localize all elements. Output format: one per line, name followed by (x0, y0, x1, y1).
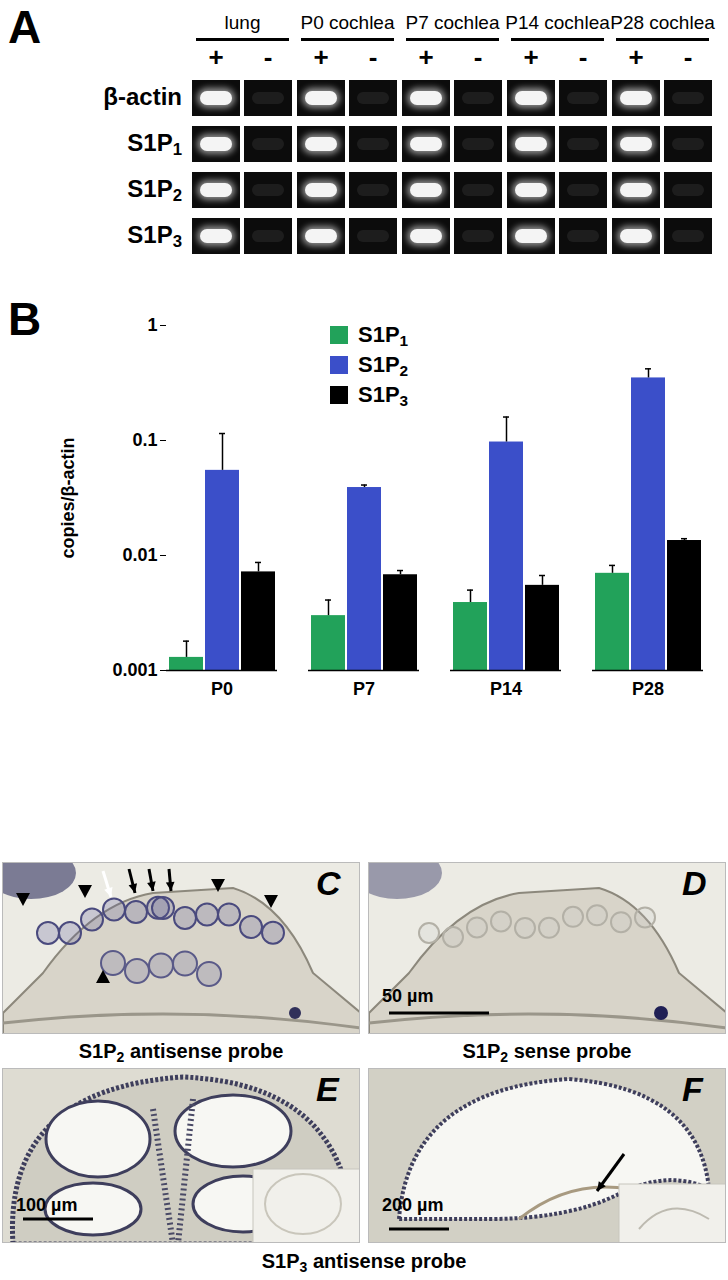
html-text:C: C (316, 864, 341, 902)
html-text:β-actin: β-actin (103, 83, 182, 110)
html-text:P14 cochlea: P14 cochlea (505, 12, 610, 33)
html-text:S1P2: S1P2 (127, 175, 182, 206)
svg-text:P28: P28 (632, 679, 664, 699)
html-text:E: E (316, 1070, 339, 1108)
html-text:P7 cochlea: P7 cochlea (405, 12, 500, 33)
html-text:S1P2sense probe: S1P2sense probe (462, 1040, 632, 1065)
html-text:B: B (8, 293, 42, 345)
html-text:P28 cochlea: P28 cochlea (610, 12, 715, 33)
html-text:200 µm: 200 µm (382, 1195, 444, 1215)
svg-text:P14: P14 (490, 679, 522, 699)
html-text:F: F (682, 1070, 703, 1108)
html-text:S1P3antisense probe: S1P3antisense probe (261, 1250, 467, 1275)
svg-text:P0: P0 (211, 679, 233, 699)
svg-text:P7: P7 (353, 679, 375, 699)
html-text:D: D (682, 864, 707, 902)
html-text:S1P3: S1P3 (127, 221, 182, 252)
svg-text:0.1: 0.1 (132, 430, 157, 450)
svg-text:copies/β-actin: copies/β-actin (58, 437, 78, 558)
svg-text:1: 1 (147, 315, 157, 335)
html-text:S1P2: S1P2 (358, 352, 409, 379)
html-text:50 µm: 50 µm (382, 986, 434, 1006)
html-text:S1P3: S1P3 (358, 382, 409, 409)
html-text:lung: lung (224, 12, 261, 33)
svg-text:0.001: 0.001 (112, 660, 157, 680)
html-text:S1P2antisense probe: S1P2antisense probe (78, 1040, 284, 1065)
html-text:A: A (8, 1, 42, 53)
html-text:S1P1: S1P1 (127, 129, 182, 160)
html-text:S1P1: S1P1 (358, 322, 409, 349)
svg-text:0.01: 0.01 (122, 545, 157, 565)
html-text:P0 cochlea: P0 cochlea (300, 12, 395, 33)
html-text:100 µm: 100 µm (16, 1195, 78, 1215)
